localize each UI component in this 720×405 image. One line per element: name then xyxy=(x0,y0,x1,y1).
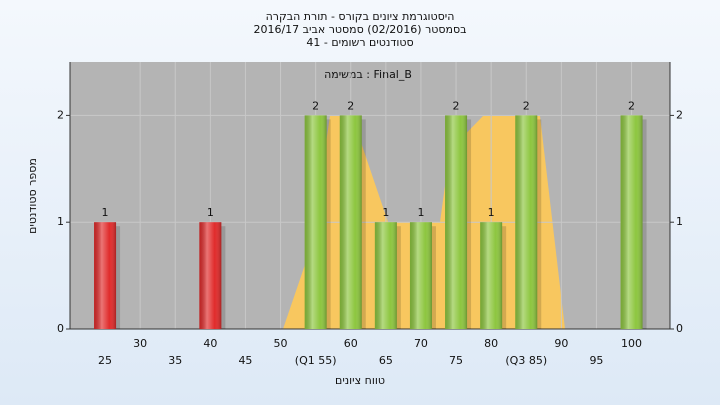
x-axis-label: טווח ציונים xyxy=(335,374,385,387)
x-tick-label: 25 xyxy=(98,354,112,367)
value-label: 1 xyxy=(417,206,424,219)
bar-shine xyxy=(515,115,538,330)
y-tick-label: 1 xyxy=(676,215,683,228)
y-tick-label: 0 xyxy=(676,322,683,335)
y-tick-label: 2 xyxy=(57,108,64,121)
value-label: 2 xyxy=(312,99,319,112)
bar-shine xyxy=(409,222,432,329)
x-tick-label: 60 xyxy=(344,337,358,350)
x-tick-label: 35 xyxy=(168,354,182,367)
chart-title: היסטוגרמת ציונים בקורס - תורת הבקרה xyxy=(266,10,455,23)
value-label: 2 xyxy=(628,99,635,112)
bar-shine xyxy=(374,222,397,329)
bar-shine xyxy=(480,222,503,329)
value-label: 2 xyxy=(347,99,354,112)
x-tick-label: 70 xyxy=(414,337,428,350)
x-tick-label: 100 xyxy=(621,337,642,350)
x-tick-label: 45 xyxy=(238,354,252,367)
annotation: במשימה : Final_B xyxy=(324,68,412,81)
bar-shine xyxy=(94,222,117,329)
value-label: 2 xyxy=(523,99,530,112)
value-label: 1 xyxy=(207,206,214,219)
bar-shine xyxy=(199,222,222,329)
x-tick-label: 95 xyxy=(589,354,603,367)
value-label: 1 xyxy=(382,206,389,219)
chart-subtitle: בסמסטר (02/2016) סמסטר אביב 2016/17 xyxy=(253,23,466,36)
x-tick-label: 40 xyxy=(203,337,217,350)
chart-subtitle: סטודנטים רשומים - 41 xyxy=(306,36,413,49)
bar-shine xyxy=(445,115,468,330)
x-tick-label: (Q3 85) xyxy=(505,354,547,367)
value-label: 1 xyxy=(488,206,495,219)
y-tick-label: 2 xyxy=(676,108,683,121)
y-tick-label: 0 xyxy=(57,322,64,335)
value-label: 1 xyxy=(102,206,109,219)
bar-shine xyxy=(339,115,362,330)
x-tick-label: (Q1 55) xyxy=(295,354,337,367)
x-tick-label: 75 xyxy=(449,354,463,367)
x-tick-label: 50 xyxy=(274,337,288,350)
y-axis-label: מספר סטודנטים xyxy=(26,158,39,234)
y-tick-label: 1 xyxy=(57,215,64,228)
x-tick-label: 80 xyxy=(484,337,498,350)
x-tick-label: 65 xyxy=(379,354,393,367)
value-label: 2 xyxy=(453,99,460,112)
x-tick-label: 30 xyxy=(133,337,147,350)
bar-shine xyxy=(620,115,643,330)
bar-shine xyxy=(304,115,327,330)
x-tick-label: 90 xyxy=(554,337,568,350)
